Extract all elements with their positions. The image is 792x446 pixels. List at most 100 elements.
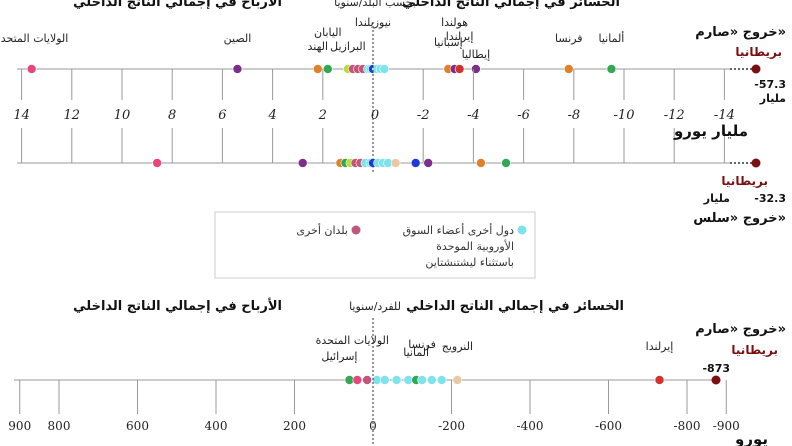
top-header-unit-basis: بحسب البلد/سنويا: [334, 0, 416, 9]
top-hard-uk-dot: [751, 64, 761, 74]
top-soft-uk-label: بريطانيا: [721, 174, 768, 188]
bottom-tick-label: -800: [674, 419, 701, 433]
bottom-point: [352, 375, 363, 385]
top-header-losses: الخسائر في إجمالي الناتج الداخلي: [402, 0, 620, 10]
top-tick-label: -10: [614, 108, 635, 123]
top-hard-point-label: فرنسا: [555, 32, 583, 45]
bottom-tick-labels: 9008006004002000-200-400-600-800-900: [8, 419, 739, 433]
bottom-header-gains: الأرباح في إجمالي الناتج الداخلي: [73, 297, 282, 314]
bottom-point: [391, 375, 402, 385]
bottom-tick-label: -200: [438, 419, 465, 433]
top-soft-point: [152, 158, 162, 168]
top-tick-labels: 14 12 10 8 6 4 2 -2 -4 -6 -8 -10 -12 -14 0: [13, 108, 735, 123]
bottom-point-label: ألمانيا: [403, 345, 429, 359]
top-tick-label: 0: [371, 108, 379, 123]
top-tick-label: -6: [517, 108, 530, 123]
top-hard-point: [563, 64, 574, 74]
top-hard-point: [312, 64, 323, 74]
top-hard-uk-value-unit: مليار: [759, 92, 786, 105]
top-tick-label: 12: [64, 108, 81, 123]
bottom-point: [417, 375, 427, 385]
legend-box: [214, 211, 536, 279]
bottom-tick-label: -600: [595, 419, 622, 433]
top-hard-point-labels: الولايات المتحدة الصين الهنداليابانالبرازي…: [0, 16, 624, 61]
top-hard-point: [606, 64, 617, 74]
top-tick-label: 2: [318, 108, 327, 123]
bottom-tick-label: 400: [205, 419, 228, 433]
bottom-tick-label: 600: [126, 419, 149, 433]
bottom-hard-uk-value: -873: [702, 362, 730, 375]
bottom-tick-label: 900: [8, 419, 31, 433]
top-tick-label: -8: [567, 108, 580, 123]
top-soft-point: [501, 158, 511, 168]
top-soft-point: [297, 158, 308, 168]
bottom-tick-label: -400: [517, 419, 544, 433]
top-hard-point-label: ألمانيا: [599, 31, 625, 45]
top-soft-uk-dot: [751, 158, 761, 168]
top-tick-label: -2: [417, 108, 430, 123]
bottom-point: [379, 375, 390, 385]
bottom-gridlines: [19, 380, 727, 414]
top-hard-point-label: اليابان: [314, 26, 342, 39]
top-soft-scenario-label: خروج «سلس»: [693, 211, 786, 226]
bottom-point-label: إيرلندا: [646, 340, 674, 353]
bottom-uk-dot: [711, 375, 721, 385]
top-unit-label: مليار يورو: [673, 122, 748, 140]
top-tick-label: -12: [664, 108, 685, 123]
bottom-point: [362, 375, 372, 385]
top-hard-point: [379, 64, 390, 74]
top-soft-point: [390, 158, 401, 168]
bottom-points: [344, 375, 665, 385]
top-hard-point: [323, 64, 333, 74]
top-hard-scenario-label: خروج «صارم»: [695, 25, 786, 40]
top-hard-uk-value: -57.3: [754, 78, 786, 91]
top-hard-point-label: الهند: [307, 40, 328, 53]
bottom-tick-label: 200: [283, 419, 306, 433]
top-hard-point-label: الولايات المتحدة: [0, 32, 68, 45]
top-tick-label: 6: [218, 108, 226, 123]
bottom-tick-label: 800: [48, 419, 71, 433]
bottom-hard-uk-label: بريطانيا: [731, 343, 778, 357]
top-hard-point-label: إيطاليا: [462, 48, 491, 61]
top-hard-point: [232, 64, 243, 74]
top-hard-point-label: إسبانيا: [434, 36, 463, 49]
top-tick-label: -4: [467, 108, 480, 123]
bottom-point: [436, 375, 447, 385]
bottom-point-label: فرنسا: [408, 338, 436, 351]
bottom-point-label: إسرائيل: [321, 350, 357, 363]
bottom-header-unit-basis: للفرد/سنويا: [349, 300, 401, 313]
legend-other-swatch: [351, 225, 361, 235]
top-hard-point-label: الصين: [224, 32, 252, 45]
bottom-header-losses: الخسائر في إجمالي الناتج الداخلي: [406, 299, 624, 314]
top-tick-label: -14: [714, 108, 735, 123]
top-hard-point: [26, 64, 37, 74]
legend-eu-label-line2: الأوروبية الموحدة: [436, 239, 514, 253]
top-hard-uk-label: بريطانيا: [735, 45, 782, 59]
top-tick-label: 4: [267, 108, 276, 123]
bottom-point: [427, 375, 437, 385]
bottom-point-label: الولايات المتحدة: [316, 334, 389, 347]
legend-eu-label-line1: دول أخرى أعضاء السوق: [403, 223, 514, 237]
bottom-point-label: النرويج: [442, 340, 473, 353]
top-tick-label: 14: [13, 108, 30, 123]
top-soft-point: [476, 158, 486, 168]
bottom-tick-label: -900: [713, 419, 740, 433]
top-soft-points: [152, 158, 511, 168]
top-tick-label: 8: [168, 108, 176, 123]
top-hard-point-label: إيرلندا: [446, 30, 474, 43]
bottom-unit-label: يورو: [734, 430, 768, 446]
top-hard-point-label: هولندا: [441, 16, 468, 29]
top-gridlines: [21, 69, 725, 163]
top-soft-uk-value-unit: مليار: [703, 192, 730, 205]
bottom-hard-scenario-label: خروج «صارم»: [695, 322, 786, 337]
legend-other-label: بلدان أخرى: [296, 223, 348, 237]
bottom-point: [452, 375, 463, 385]
top-hard-point: [454, 64, 465, 74]
bottom-point: [654, 375, 665, 385]
top-hard-point-label: البرازيل: [330, 40, 366, 53]
top-soft-uk-value: -32.3: [754, 192, 786, 205]
top-header-gains: الأرباح في إجمالي الناتج الداخلي: [73, 0, 282, 10]
top-soft-point: [423, 158, 434, 168]
